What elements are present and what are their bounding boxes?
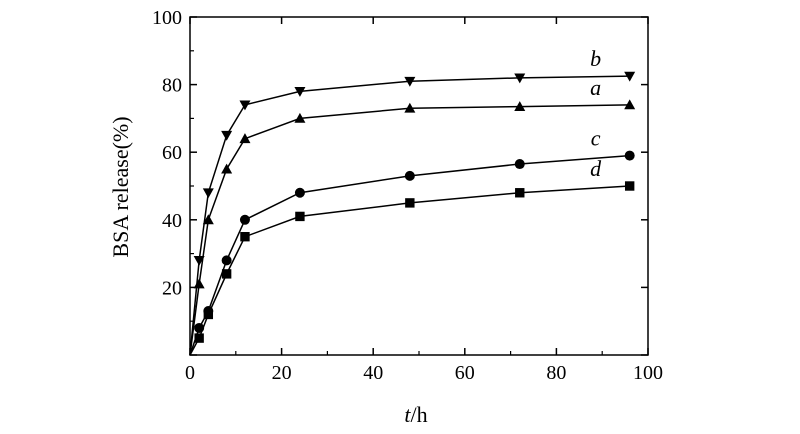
y-tick-label-80: 80 [162, 75, 182, 97]
point-d-12 [240, 232, 250, 242]
point-c-72 [514, 159, 525, 170]
series-label-a: a [590, 75, 601, 100]
point-a-48 [404, 102, 416, 113]
point-b-72 [514, 73, 526, 84]
y-axis-label: BSA release(%) [108, 116, 133, 257]
series-d: d [189, 156, 635, 356]
x-tick-label-80: 80 [546, 362, 566, 384]
point-d-4 [203, 309, 214, 320]
y-tick-label-100: 100 [152, 7, 182, 29]
y-axis-ticks: 20 40 60 80 100 [152, 7, 648, 356]
point-d-48 [405, 198, 415, 208]
point-b-8 [221, 130, 233, 141]
point-c-48 [404, 170, 415, 181]
x-tick-label-40: 40 [363, 362, 383, 384]
series-label-d: d [590, 156, 602, 181]
point-b-2 [193, 255, 205, 266]
x-tick-label-0: 0 [185, 362, 195, 384]
series-a: a [189, 75, 636, 356]
point-a-12 [239, 133, 251, 144]
x-axis-label: t/h [404, 402, 427, 427]
point-c-96 [624, 150, 635, 161]
point-b-12 [239, 100, 251, 111]
point-b-4 [202, 188, 214, 199]
series-b: b [189, 46, 636, 356]
point-b-48 [404, 76, 416, 87]
x-axis-label-unit: /h [411, 402, 428, 427]
point-a-4 [202, 214, 214, 225]
series-line-c [189, 154, 630, 356]
point-d-8 [221, 269, 232, 279]
point-c-12 [239, 214, 250, 225]
x-tick-label-100: 100 [633, 362, 663, 384]
point-a-72 [514, 101, 526, 111]
x-axis-label-variable: t [404, 402, 411, 427]
plot-frame [189, 16, 649, 356]
point-d-72 [515, 188, 525, 198]
series-line-b [189, 75, 630, 356]
point-a-8 [221, 163, 233, 174]
point-a-24 [294, 112, 306, 123]
point-d-96 [624, 181, 635, 191]
point-b-24 [294, 86, 306, 97]
series-line-d [189, 185, 630, 356]
series-line-a [189, 104, 630, 356]
series-label-c: c [591, 126, 601, 151]
series-layer: ba cd [189, 46, 636, 356]
point-a-96 [624, 99, 636, 110]
point-d-24 [295, 211, 305, 222]
y-tick-label-40: 40 [162, 210, 182, 232]
y-tick-label-60: 60 [162, 142, 182, 164]
point-d-2 [194, 333, 204, 343]
axes [189, 16, 649, 356]
point-b-96 [624, 71, 636, 82]
x-tick-label-20: 20 [272, 362, 292, 384]
point-c-8 [221, 255, 232, 266]
x-tick-label-60: 60 [455, 362, 475, 384]
series-label-b: b [590, 46, 601, 71]
x-axis-ticks: 0 20 40 60 80 100 [185, 17, 663, 384]
point-a-2 [193, 278, 205, 289]
y-tick-label-20: 20 [162, 277, 182, 299]
point-c-24 [294, 187, 305, 198]
series-c: c [189, 126, 635, 356]
